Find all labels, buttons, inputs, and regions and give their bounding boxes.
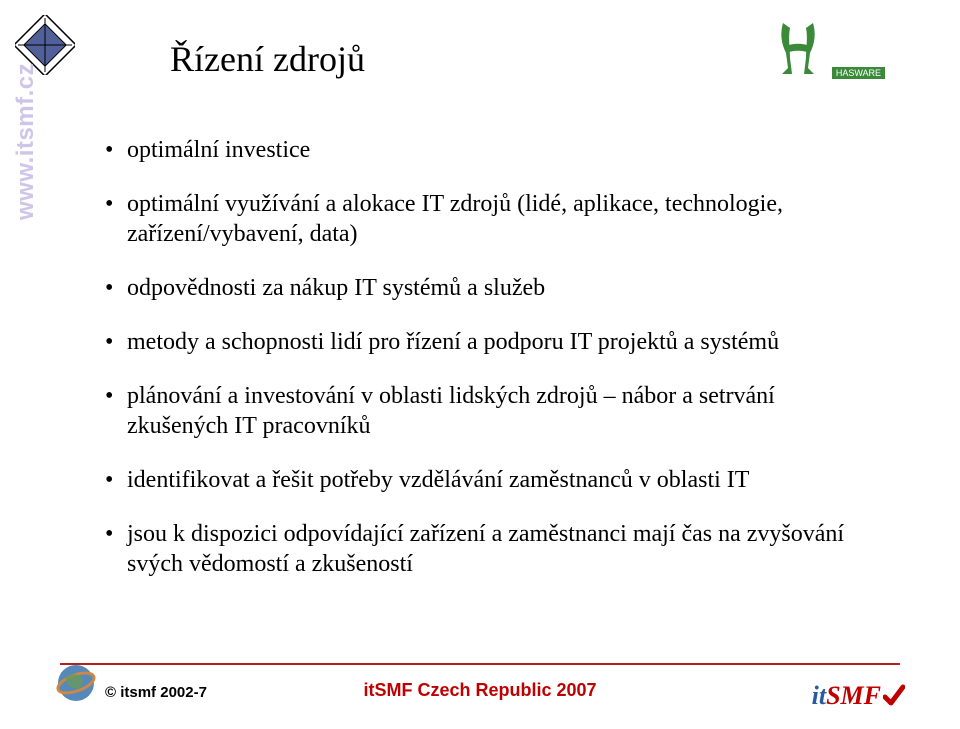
bullet-item: plánování a investování v oblasti lidský…	[105, 381, 860, 441]
bullet-list: optimální investice optimální využívání …	[105, 135, 900, 579]
bullet-item: jsou k dispozici odpovídající zařízení a…	[105, 519, 860, 579]
bullet-item: identifikovat a řešit potřeby vzdělávání…	[105, 465, 860, 495]
footer-divider	[60, 663, 900, 665]
bullet-item: optimální využívání a alokace IT zdrojů …	[105, 189, 860, 249]
bullet-item: odpovědnosti za nákup IT systémů a služe…	[105, 273, 860, 303]
bullet-item: metody a schopnosti lidí pro řízení a po…	[105, 327, 860, 357]
hasware-logo: HASWARE	[768, 18, 885, 81]
hasware-label: HASWARE	[832, 67, 885, 79]
sidebar-url: www.itsmf.cz	[12, 63, 40, 220]
slide: HASWARE Řízení zdrojů www.itsmf.cz optim…	[0, 0, 960, 729]
bullet-item: optimální investice	[105, 135, 860, 165]
itsmf-logo: itSMF	[812, 681, 905, 711]
